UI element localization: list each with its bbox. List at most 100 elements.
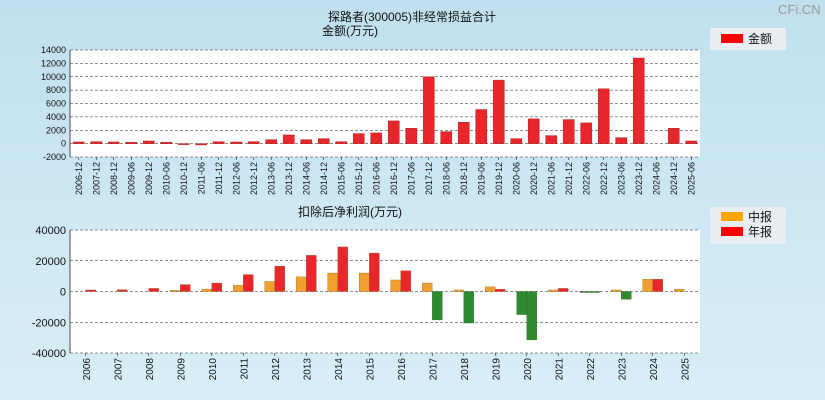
chart2-legend-label-mid: 中报 [748,209,772,224]
chart2-bar-mid [453,289,464,292]
chart2-bar-mid [579,291,590,293]
chart2-x-tick-label: 2021 [554,358,565,381]
chart1-x-tick-label: 2011-06 [196,162,206,194]
chart2-x-tick-label: 2020 [523,358,534,381]
chart1-bar [457,122,470,144]
chart1-bar [405,128,418,144]
chart2-x-axis: 2006 2007 2008 2009 2010 2011 2012 2013 2014 2015… [82,353,691,381]
chart1-x-tick-label: 2009-06 [126,162,136,195]
chart1-y-tick-label: 8000 [46,85,66,95]
chart2-x-tick-label: 2013 [302,358,313,381]
chart2-legend-label-annual: 年报 [748,224,772,239]
chart1-x-tick-label: 2011-12 [214,162,224,194]
chart2-y-tick-label: -40000 [32,348,66,360]
chart1-x-tick-label: 2025-06 [686,162,696,195]
chart1-bar [545,135,558,144]
chart1-x-tick-label: 2019-12 [494,162,504,195]
chart1-bar [370,132,383,144]
chart1-bar [177,143,190,145]
chart1-legend-label: 金额 [748,31,772,46]
chart2-bar-annual [85,289,96,292]
chart1-bar [667,128,680,144]
chart2-bar-annual [652,279,663,292]
chart2-x-tick-label: 2011 [239,358,250,380]
chart1-bar [685,140,698,144]
chart2-x-tick-label: 2010 [208,358,219,381]
chart2-legend-swatch-mid [721,212,743,221]
chart1-bar [510,138,523,144]
chart2-bar-mid [674,289,685,292]
chart2-x-tick-label: 2022 [586,358,597,381]
chart2-bar-mid [296,276,307,292]
chart2-bar-annual [558,288,569,292]
chart2-x-tick-label: 2008 [145,358,156,381]
chart1-x-tick-label: 2021-12 [564,162,574,195]
chart1-legend-box [710,28,786,50]
chart1-legend: 金额 [710,28,786,50]
chart2-grid [70,229,700,354]
chart1-x-tick-label: 2007-12 [91,162,101,195]
chart2-bar-mid [642,279,653,292]
chart1-bar [632,57,645,144]
chart1-x-tick-label: 2018-12 [459,162,469,195]
chart1-bar [562,119,575,144]
chart1-x-tick-label: 2017-12 [424,162,434,195]
chart1-x-tick-label: 2022-06 [581,162,591,195]
chart1-legend-swatch [721,34,743,43]
chart1-x-tick-label: 2010-12 [179,162,189,195]
chart1-bar [300,139,313,144]
chart1-x-tick-label: 2015-12 [354,162,364,195]
chart1-bar [212,141,225,144]
chart1-x-tick-label: 2012-12 [249,162,259,195]
chart2-x-tick-label: 2025 [680,358,691,381]
chart1-x-tick-label: 2015-06 [336,162,346,195]
chart2-bar-annual [432,291,443,321]
chart2-bar-annual [495,289,506,292]
chart1-ylabel: 金额(万元) [322,23,378,38]
chart1-bar [125,142,138,144]
chart1-x-tick-label: 2019-06 [476,162,486,195]
chart2-legend-swatch-annual [721,227,743,236]
chart2-x-tick-label: 2016 [397,358,408,381]
chart1-x-tick-label: 2010-06 [161,162,171,195]
chart1-bar [492,79,505,144]
chart2-title: 扣除后净利润(万元) [298,204,402,219]
chart2-x-tick-label: 2015 [365,358,376,381]
chart2-bar-mid [485,286,496,292]
chart2-bar-mid [548,289,559,292]
chart2-bar-mid [359,272,370,292]
chart1-bar [142,140,155,144]
chart2-bar-mid [390,279,401,292]
chart2-bar-mid [264,281,275,292]
chart1-x-tick-label: 2014-06 [301,162,311,195]
chart2-y-axis: -40000 -20000 0 20000 40000 [32,225,71,360]
chart1-y-tick-label: 12000 [41,58,66,68]
chart2-bar-mid [170,290,181,292]
chart1-x-tick-label: 2017-06 [406,162,416,195]
chart1-x-tick-label: 2022-12 [599,162,609,195]
chart1-x-tick-label: 2016-06 [371,162,381,195]
chart2-bar-mid [233,285,244,292]
chart1-bar [230,141,243,144]
chart1-bar [335,141,348,144]
chart1-x-tick-label: 2008-12 [109,162,119,195]
chart2-y-tick-label: 40000 [35,225,66,237]
chart2-x-tick-label: 2024 [649,358,660,381]
chart1-x-tick-label: 2006-12 [74,162,84,195]
chart2-bar-annual [148,288,159,292]
chart1-x-tick-label: 2016-12 [389,162,399,195]
chart2-bar-mid [327,272,338,292]
chart2-bar-annual [621,291,632,300]
chart2-bar-annual [306,255,317,292]
chart2-bar-annual [400,270,411,292]
chart1-y-tick-label: 14000 [41,45,66,55]
chart2-x-tick-label: 2017 [428,358,439,381]
chart1-bar [422,76,435,144]
chart1-bars [72,57,698,146]
chart2-bar-annual [211,282,222,292]
chart1-y-tick-label: 0 [61,139,66,149]
chart2-y-tick-label: 20000 [35,256,66,268]
chart1-bar [160,142,173,144]
chart1-y-tick-label: -2000 [43,152,66,162]
chart2-bar-annual [274,265,285,292]
